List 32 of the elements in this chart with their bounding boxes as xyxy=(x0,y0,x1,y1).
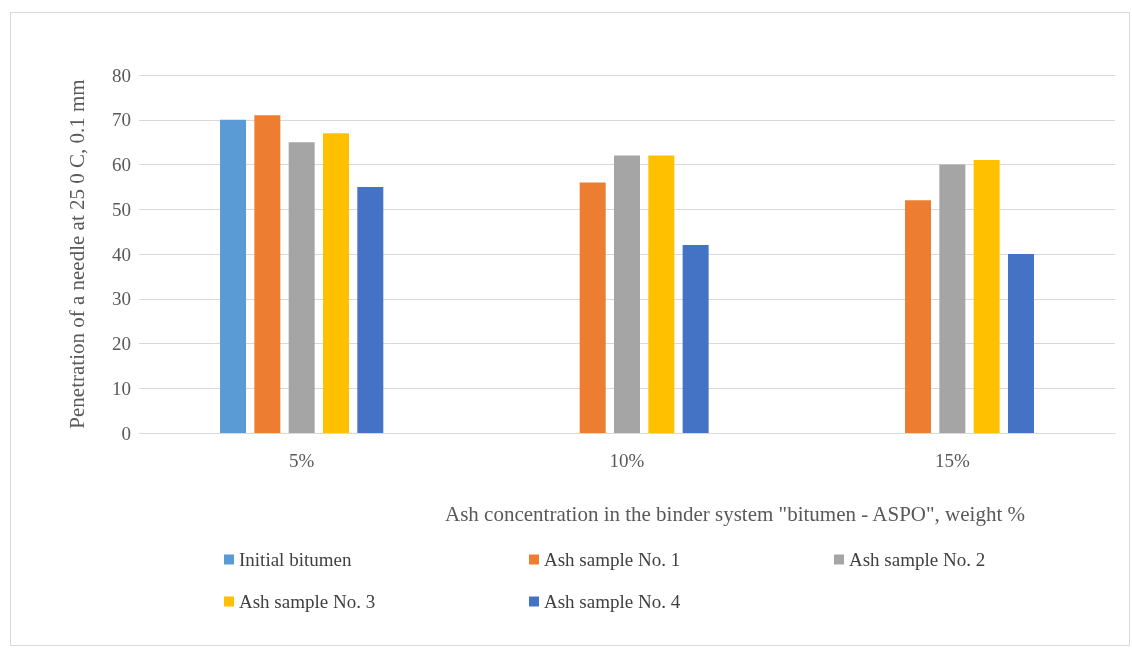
bar xyxy=(220,119,247,433)
legend-label: Ash sample No. 4 xyxy=(544,591,681,612)
y-tick-label: 20 xyxy=(112,333,131,354)
x-axis-title: Ash concentration in the binder system "bitumen - ASPO", weight % xyxy=(445,501,1025,526)
legend-label: Ash sample No. 2 xyxy=(849,549,986,570)
legend-label: Initial bitumen xyxy=(239,549,352,570)
bar xyxy=(973,160,1000,433)
y-axis-title: Penetration of a needle at 25 0 C, 0.1 mm xyxy=(64,79,89,429)
legend-label: Ash sample No. 1 xyxy=(544,549,681,570)
bar xyxy=(254,115,281,433)
y-tick-label: 30 xyxy=(112,288,131,310)
bar xyxy=(614,155,640,433)
y-tick-label: 0 xyxy=(121,422,131,444)
bar xyxy=(322,133,349,433)
bar xyxy=(579,182,606,433)
x-tick-label: 5% xyxy=(289,450,315,471)
y-tick-label: 60 xyxy=(112,154,131,175)
x-tick-label: 15% xyxy=(934,450,970,471)
y-tick-label: 10 xyxy=(112,377,131,399)
y-tick-label: 50 xyxy=(112,198,131,220)
bar xyxy=(682,245,709,433)
y-tick-label: 70 xyxy=(112,109,131,131)
x-tick-label: 10% xyxy=(609,450,645,471)
y-tick-label: 80 xyxy=(112,64,131,86)
y-tick-label: 40 xyxy=(112,243,131,265)
bar xyxy=(939,164,966,433)
bar xyxy=(905,200,932,433)
bar xyxy=(1007,254,1034,433)
bar xyxy=(288,142,315,433)
bar xyxy=(648,155,675,433)
bar xyxy=(357,186,384,433)
legend-label: Ash sample No. 3 xyxy=(239,591,376,612)
